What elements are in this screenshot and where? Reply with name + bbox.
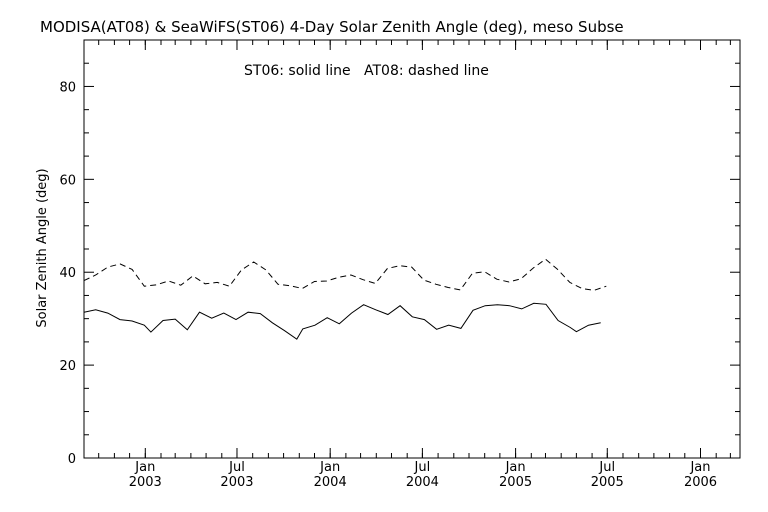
- x-tick-label-month: Jan: [689, 460, 710, 475]
- series-line-at08: [83, 258, 607, 291]
- x-tick-label-year: 2004: [406, 475, 439, 490]
- chart-title: MODISA(AT08) & SeaWiFS(ST06) 4-Day Solar…: [40, 18, 624, 36]
- x-axis: Jan2003Jul2003Jan2004Jul2004Jan2005Jul20…: [98, 40, 731, 490]
- x-tick-label-month: Jan: [134, 460, 155, 475]
- x-tick-label-month: Jul: [414, 460, 431, 475]
- x-tick-label-month: Jan: [319, 460, 340, 475]
- y-tick-label: 60: [59, 173, 76, 188]
- y-tick-label: 40: [59, 266, 76, 281]
- x-tick-label-month: Jul: [598, 460, 615, 475]
- y-axis: 0 20 40 60 80: [59, 39, 740, 467]
- plot-frame: [83, 39, 741, 459]
- x-tick-label-year: 2003: [129, 475, 162, 490]
- y-axis-label: Solar Zenith Angle (deg): [35, 168, 50, 327]
- series-annotation: ST06: solid line AT08: dashed line: [244, 63, 489, 79]
- x-tick-label-year: 2003: [220, 475, 253, 490]
- y-tick-label: 20: [59, 359, 76, 374]
- x-tick-label-year: 2005: [591, 475, 624, 490]
- x-tick-label-year: 2004: [314, 475, 347, 490]
- x-tick-label-month: Jan: [505, 460, 526, 475]
- x-tick-label-year: 2005: [499, 475, 532, 490]
- series-line-st06: [83, 302, 601, 340]
- x-tick-label-month: Jul: [228, 460, 245, 475]
- x-tick-label-year: 2006: [684, 475, 717, 490]
- y-tick-label: 0: [68, 452, 76, 467]
- series-layer: [83, 258, 607, 340]
- y-tick-label: 80: [59, 80, 76, 95]
